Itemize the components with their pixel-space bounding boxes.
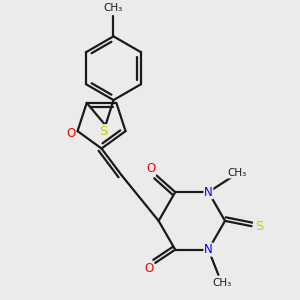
Text: O: O (144, 262, 153, 275)
Text: CH₃: CH₃ (104, 4, 123, 14)
Text: CH₃: CH₃ (227, 168, 247, 178)
Text: N: N (204, 243, 213, 256)
Text: S: S (99, 125, 107, 138)
Text: CH₃: CH₃ (212, 278, 231, 289)
Text: O: O (66, 127, 76, 140)
Text: N: N (204, 186, 213, 199)
Text: O: O (146, 162, 155, 176)
Text: S: S (255, 220, 263, 233)
